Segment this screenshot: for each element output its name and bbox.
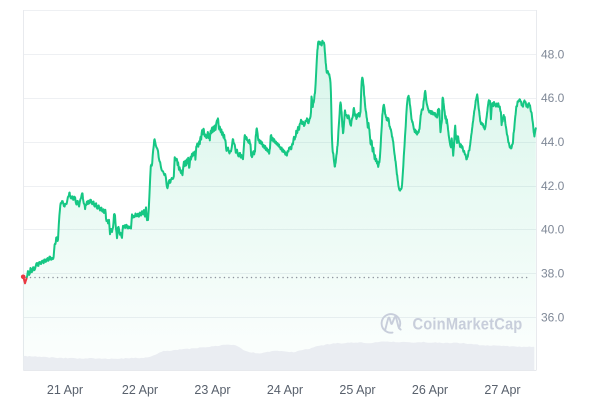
- svg-text:22 Apr: 22 Apr: [122, 383, 158, 397]
- svg-text:48.0: 48.0: [541, 47, 565, 61]
- svg-text:44.0: 44.0: [541, 135, 565, 149]
- svg-text:40.0: 40.0: [541, 223, 565, 237]
- svg-text:38.0: 38.0: [541, 267, 565, 281]
- svg-text:46.0: 46.0: [541, 91, 565, 105]
- svg-text:24 Apr: 24 Apr: [267, 383, 303, 397]
- svg-text:42.0: 42.0: [541, 179, 565, 193]
- svg-text:23 Apr: 23 Apr: [194, 383, 230, 397]
- svg-text:CoinMarketCap: CoinMarketCap: [413, 316, 523, 334]
- svg-text:36.0: 36.0: [541, 310, 565, 324]
- svg-text:21 Apr: 21 Apr: [47, 383, 83, 397]
- svg-text:27 Apr: 27 Apr: [484, 383, 520, 397]
- svg-text:25 Apr: 25 Apr: [339, 383, 375, 397]
- svg-text:26 Apr: 26 Apr: [412, 383, 448, 397]
